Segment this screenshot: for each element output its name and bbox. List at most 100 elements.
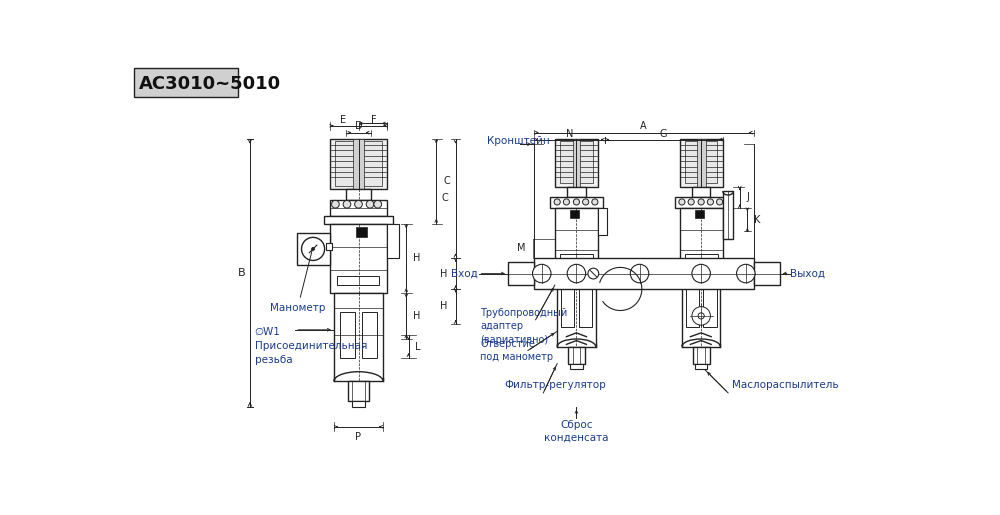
Text: Выход: Выход — [790, 268, 825, 279]
Bar — [567, 186, 586, 197]
Text: H: H — [440, 301, 448, 311]
Bar — [356, 227, 367, 236]
Bar — [326, 243, 332, 250]
Text: C: C — [441, 193, 448, 203]
Bar — [555, 208, 598, 262]
Text: Фильтр-регулятор: Фильтр-регулятор — [505, 380, 607, 390]
Bar — [568, 347, 585, 364]
Bar — [324, 216, 393, 224]
Circle shape — [737, 264, 755, 283]
Circle shape — [533, 264, 551, 283]
Bar — [134, 68, 238, 97]
Bar — [680, 139, 723, 186]
Text: H: H — [413, 253, 421, 263]
Bar — [348, 381, 369, 401]
Circle shape — [567, 264, 586, 283]
Bar — [685, 253, 718, 261]
Bar — [335, 141, 382, 186]
Bar — [579, 279, 592, 327]
Text: H: H — [413, 311, 421, 321]
Bar — [570, 211, 579, 218]
Text: Трубопроводный
адаптер
(вариативно): Трубопроводный адаптер (вариативно) — [480, 308, 567, 345]
Text: Кронштейн: Кронштейн — [487, 136, 550, 146]
Circle shape — [312, 247, 315, 250]
Text: Вход: Вход — [451, 268, 478, 279]
Circle shape — [717, 199, 723, 205]
Bar — [340, 312, 355, 358]
Text: ∅W1
Присоединительная
резьба: ∅W1 Присоединительная резьба — [255, 328, 367, 366]
Text: Сброс
конденсата: Сброс конденсата — [544, 420, 609, 443]
Bar — [353, 139, 364, 189]
Circle shape — [585, 276, 588, 279]
Bar — [334, 293, 383, 381]
Bar — [697, 139, 706, 186]
Text: AC3010~5010: AC3010~5010 — [139, 75, 281, 93]
Circle shape — [679, 199, 685, 205]
Text: H: H — [440, 268, 448, 279]
Bar — [352, 401, 365, 407]
Circle shape — [565, 276, 568, 279]
Circle shape — [563, 199, 569, 205]
Bar — [686, 279, 699, 327]
Circle shape — [302, 237, 325, 261]
Text: P: P — [356, 432, 362, 442]
Text: A: A — [640, 122, 647, 131]
Text: E: E — [340, 114, 346, 125]
Text: B: B — [238, 268, 245, 278]
Circle shape — [588, 268, 599, 279]
Circle shape — [583, 199, 589, 205]
Bar — [682, 262, 720, 347]
Bar — [692, 186, 710, 197]
Bar — [695, 211, 704, 218]
Bar — [723, 191, 733, 239]
Bar — [561, 279, 574, 327]
Circle shape — [592, 199, 598, 205]
Bar — [330, 139, 387, 189]
Bar — [555, 139, 598, 186]
Circle shape — [692, 264, 710, 283]
Bar — [703, 279, 717, 327]
Circle shape — [630, 264, 649, 283]
Bar — [598, 208, 607, 235]
Text: Маслораспылитель: Маслораспылитель — [732, 380, 839, 390]
Circle shape — [332, 200, 339, 208]
Circle shape — [707, 199, 713, 205]
Circle shape — [343, 200, 351, 208]
Text: Отверстие
под манометр: Отверстие под манометр — [480, 339, 553, 362]
Bar — [685, 141, 717, 183]
Circle shape — [698, 199, 704, 205]
Circle shape — [355, 200, 362, 208]
Circle shape — [554, 199, 560, 205]
Bar — [362, 312, 377, 358]
Bar — [330, 224, 387, 293]
Bar — [560, 253, 593, 261]
Text: G: G — [660, 129, 667, 139]
Bar — [695, 364, 707, 369]
Bar — [534, 258, 754, 289]
Circle shape — [710, 276, 713, 279]
Text: Манометр: Манометр — [270, 249, 325, 313]
Circle shape — [573, 199, 579, 205]
Text: C: C — [443, 176, 450, 186]
Bar — [570, 364, 583, 369]
Text: J: J — [747, 192, 749, 202]
Bar — [754, 262, 780, 285]
Circle shape — [698, 313, 704, 319]
Bar — [387, 224, 399, 258]
Bar — [573, 139, 580, 186]
Circle shape — [692, 306, 710, 325]
Text: N: N — [566, 129, 573, 139]
Bar — [337, 276, 379, 285]
Text: L: L — [415, 341, 421, 352]
Bar — [675, 197, 727, 208]
Text: K: K — [754, 215, 760, 225]
Circle shape — [689, 276, 692, 279]
Bar — [560, 141, 593, 183]
Bar — [297, 233, 330, 265]
Circle shape — [374, 200, 382, 208]
Bar — [330, 200, 387, 216]
Bar — [346, 189, 371, 200]
Circle shape — [688, 199, 694, 205]
Bar — [680, 208, 723, 262]
Text: D: D — [355, 122, 362, 131]
